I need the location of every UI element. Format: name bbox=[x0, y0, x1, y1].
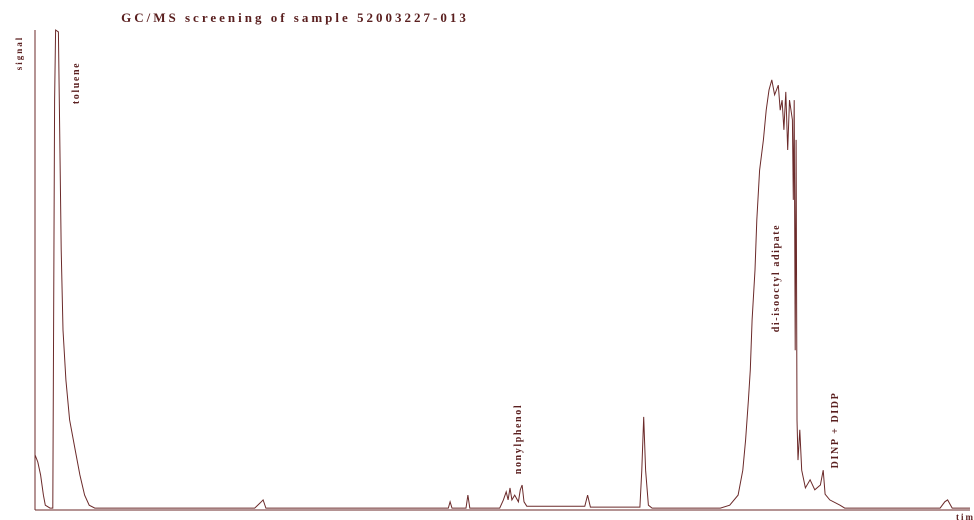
peak-annotation: toluene bbox=[71, 62, 82, 104]
y-axis-label: signal bbox=[14, 36, 24, 71]
peak-annotation: di-isooctyl adipate bbox=[771, 224, 782, 332]
chart-title: GC/MS screening of sample 52003227-013 bbox=[121, 10, 469, 25]
x-axis-label: time bbox=[956, 512, 974, 520]
trace bbox=[34, 29, 970, 509]
peak-annotation: DINP + DIDP bbox=[830, 392, 841, 469]
peak-annotation: nonylphenol bbox=[513, 404, 524, 474]
